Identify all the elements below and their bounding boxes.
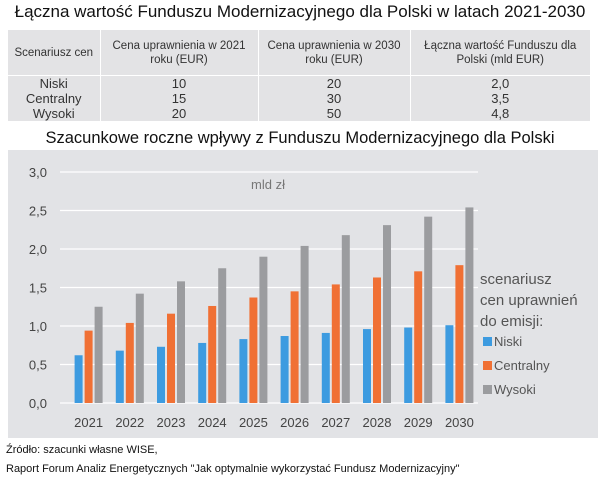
bar-centralny bbox=[414, 271, 423, 403]
table-cell: 15 bbox=[100, 91, 259, 106]
source-note: Źródło: szacunki własne WISE, Raport For… bbox=[6, 441, 460, 479]
table-cell: Centralny bbox=[8, 91, 101, 106]
bar-niski bbox=[404, 327, 413, 403]
bar-wysoki bbox=[94, 306, 103, 403]
chart-title: Szacunkowe roczne wpływy z Funduszu Mode… bbox=[45, 129, 555, 147]
legend-label: Wysoki bbox=[494, 382, 536, 397]
x-tick-label: 2024 bbox=[198, 415, 227, 430]
bar-centralny bbox=[249, 297, 258, 403]
bar-niski bbox=[115, 350, 124, 403]
table-cell: 20 bbox=[258, 75, 411, 91]
bar-wysoki bbox=[383, 225, 391, 403]
bar-wysoki bbox=[135, 293, 144, 403]
bar-niski bbox=[74, 355, 83, 403]
table-header: Scenariusz cen bbox=[8, 30, 101, 76]
bar-niski bbox=[363, 329, 371, 403]
bar-wysoki bbox=[218, 268, 227, 403]
y-tick-label: 3,0 bbox=[29, 165, 47, 180]
unit-label: mld zł bbox=[251, 177, 285, 192]
table-cell: 3,5 bbox=[491, 91, 510, 106]
bar-centralny bbox=[373, 277, 381, 403]
legend-title: cen uprawnień bbox=[480, 292, 578, 309]
bar-wysoki bbox=[259, 256, 268, 403]
legend-title: do emisji: bbox=[480, 313, 543, 330]
table-cell: Wysoki bbox=[8, 106, 101, 121]
table-header: Cena uprawnienia w 2021 roku (EUR) bbox=[100, 30, 259, 76]
bar-niski bbox=[321, 332, 330, 403]
bar-centralny bbox=[208, 305, 217, 403]
bar-wysoki bbox=[424, 216, 433, 403]
x-tick-label: 2021 bbox=[74, 415, 103, 430]
bar-centralny bbox=[125, 322, 134, 403]
table-cell: Niski bbox=[8, 75, 101, 91]
y-tick-label: 0,0 bbox=[29, 396, 47, 411]
table-header: Łączna wartość Funduszu dla Polski (mld … bbox=[410, 30, 590, 76]
table-cell: 10 bbox=[100, 75, 259, 91]
table-row: Wysoki 20 50 4,8 bbox=[8, 106, 590, 121]
x-tick-label: 2027 bbox=[321, 415, 350, 430]
bar-niski bbox=[198, 342, 207, 403]
x-tick-label: 2030 bbox=[445, 415, 474, 430]
bar-wysoki bbox=[177, 281, 185, 403]
x-tick-label: 2025 bbox=[239, 415, 268, 430]
bar-wysoki bbox=[341, 235, 350, 403]
source-line: Źródło: szacunki własne WISE, bbox=[6, 444, 158, 456]
bar-centralny bbox=[290, 291, 299, 403]
x-tick-label: 2026 bbox=[280, 415, 309, 430]
bar-niski bbox=[239, 339, 248, 403]
table-cell: 2,0 bbox=[491, 76, 510, 91]
x-tick-label: 2029 bbox=[404, 415, 433, 430]
x-tick-label: 2023 bbox=[157, 415, 186, 430]
x-tick-label: 2028 bbox=[363, 415, 392, 430]
legend-label: Centralny bbox=[494, 358, 550, 373]
y-tick-label: 1,5 bbox=[29, 281, 47, 296]
bar-niski bbox=[157, 346, 165, 403]
table-header-row: Scenariusz cen Cena uprawnienia w 2021 r… bbox=[8, 30, 590, 76]
x-tick-label: 2022 bbox=[115, 415, 144, 430]
bar-niski bbox=[280, 336, 289, 403]
bar-niski bbox=[445, 325, 454, 403]
bar-centralny bbox=[455, 265, 464, 403]
bar-centralny bbox=[167, 313, 175, 403]
fund-table: Scenariusz cen Cena uprawnienia w 2021 r… bbox=[8, 30, 590, 121]
table-cell: 4,8 bbox=[491, 106, 510, 121]
legend-swatch-niski bbox=[483, 337, 492, 346]
bar-centralny bbox=[331, 284, 340, 403]
table-row: Centralny 15 30 3,5 bbox=[8, 91, 590, 106]
legend-label: Niski bbox=[494, 334, 522, 349]
legend-swatch-wysoki bbox=[483, 385, 492, 394]
table-cell: 20 bbox=[100, 106, 259, 121]
bar-centralny bbox=[84, 330, 93, 403]
y-tick-label: 2,5 bbox=[29, 204, 47, 219]
bar-wysoki bbox=[300, 245, 309, 403]
table-cell: 50 bbox=[258, 106, 411, 121]
source-line: Raport Forum Analiz Energetycznych "Jak … bbox=[6, 463, 460, 475]
table-row: Niski 10 20 2,0 bbox=[8, 75, 590, 91]
page-title: Łączna wartość Funduszu Modernizacyjnego… bbox=[14, 2, 586, 21]
legend-swatch-centralny bbox=[483, 361, 492, 370]
y-tick-label: 1,0 bbox=[29, 319, 47, 334]
bar-wysoki bbox=[465, 207, 474, 403]
table-cell: 30 bbox=[258, 91, 411, 106]
y-tick-label: 2,0 bbox=[29, 242, 47, 257]
y-tick-label: 0,5 bbox=[29, 358, 47, 373]
legend-title: scenariusz bbox=[480, 271, 552, 288]
table-header: Cena uprawnienia w 2030 roku (EUR) bbox=[258, 30, 411, 76]
